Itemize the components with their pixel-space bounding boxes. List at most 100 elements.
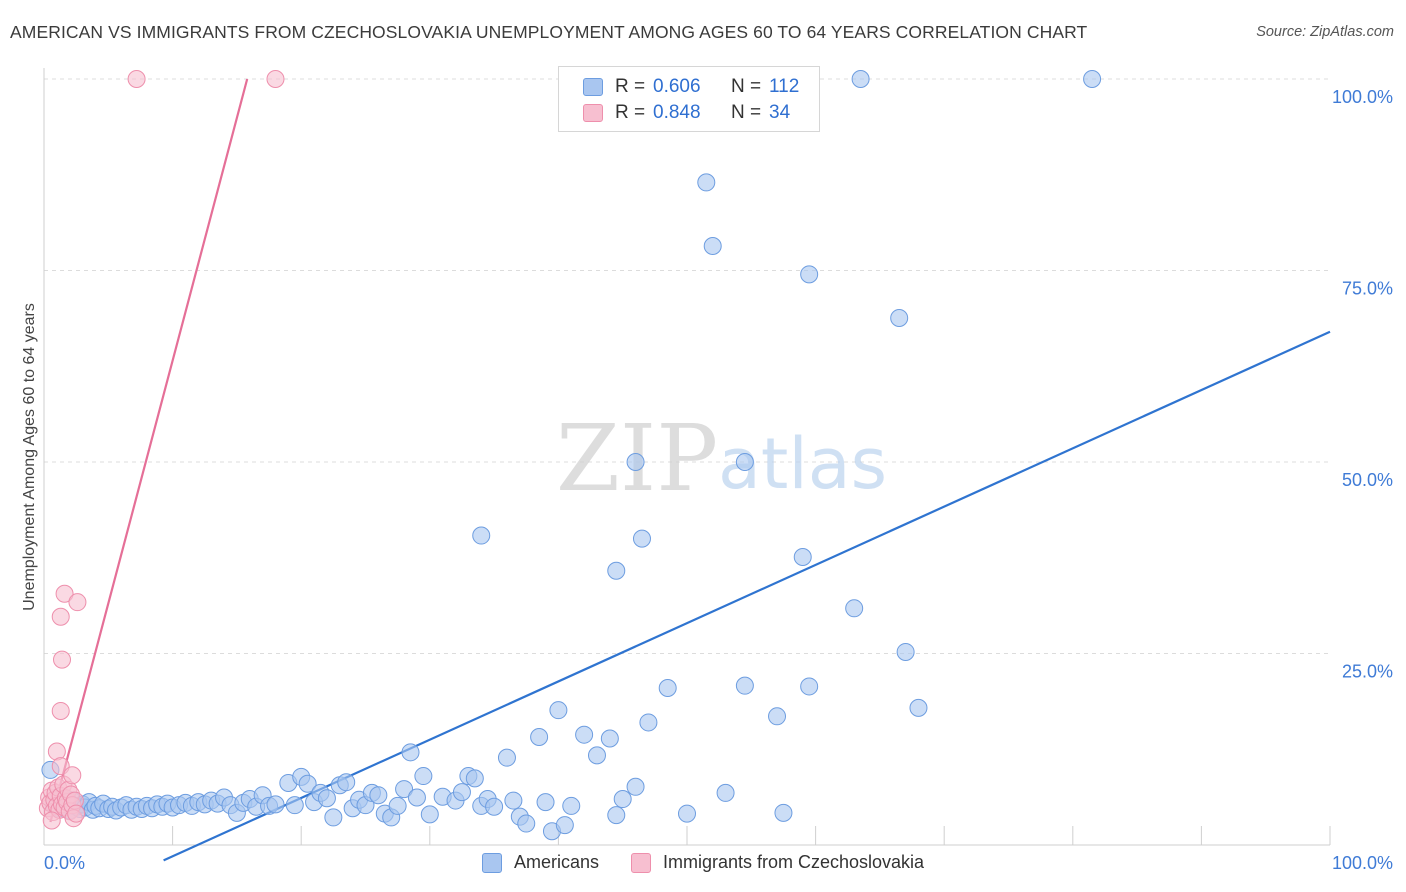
legend-row-americans: R = 0.606 N = 112 (583, 74, 799, 100)
y-axis-label: Unemployment Among Ages 60 to 64 years (21, 303, 38, 611)
point-americans (555, 816, 574, 835)
source-label: Source: ZipAtlas.com (1256, 24, 1394, 40)
bottom-legend: Americans Immigrants from Czechoslovakia (0, 852, 1406, 873)
legend-n-label: N = (731, 102, 762, 123)
point-americans (530, 727, 549, 746)
point-americans (369, 786, 388, 805)
point-americans (562, 796, 581, 815)
point-americans (317, 789, 336, 808)
y-tick-label: 50.0% (1342, 470, 1393, 490)
point-americans (697, 173, 716, 192)
point-americans (716, 783, 735, 802)
point-americans (285, 796, 304, 815)
legend-swatch-americans (583, 78, 603, 96)
bottom-legend-swatch-americans (481, 852, 502, 873)
point-americans (337, 773, 356, 792)
legend-r-value: 0.848 (653, 102, 701, 123)
point-americans (890, 308, 909, 327)
legend-n-value: 112 (769, 76, 800, 97)
legend-r-label: R = (615, 102, 646, 123)
point-czechoslovakia (51, 701, 70, 720)
point-americans (909, 698, 928, 717)
point-americans (395, 780, 414, 799)
point-czechoslovakia (51, 607, 70, 626)
point-americans (658, 678, 677, 697)
x-tick-label: 100.0% (1332, 853, 1393, 873)
bottom-legend-label: Americans (513, 852, 599, 872)
point-americans (587, 746, 606, 765)
y-tick-label: 100.0% (1332, 87, 1393, 107)
point-americans (407, 788, 426, 807)
data-points (38, 70, 1102, 841)
point-americans (626, 453, 645, 471)
point-czechoslovakia (68, 593, 87, 612)
chart-title: AMERICAN VS IMMIGRANTS FROM CZECHOSLOVAK… (10, 22, 1088, 42)
point-americans (465, 769, 484, 788)
point-americans (266, 795, 285, 814)
legend-n-value: 34 (769, 102, 791, 123)
y-tick-label: 25.0% (1342, 662, 1393, 682)
watermark: ZIP atlas (556, 405, 887, 512)
point-czechoslovakia (266, 70, 285, 88)
trend-line-americans (163, 330, 1331, 862)
legend-box: R = 0.606 N = 112 R = 0.848 N = 34 (558, 66, 820, 132)
bottom-legend-americans: Americans (481, 852, 599, 873)
point-americans (414, 767, 433, 786)
point-americans (324, 808, 343, 827)
point-americans (678, 804, 696, 823)
point-americans (851, 70, 870, 88)
point-americans (607, 806, 626, 825)
point-americans (600, 729, 619, 748)
point-americans (401, 743, 420, 762)
point-americans (420, 805, 439, 824)
point-czechoslovakia (127, 70, 146, 88)
bottom-legend-czechoslovakia: Immigrants from Czechoslovakia (630, 852, 925, 873)
point-americans (504, 791, 523, 810)
point-americans (774, 803, 793, 822)
point-americans (845, 599, 864, 618)
trend-lines (49, 78, 1331, 862)
point-americans (800, 677, 819, 696)
point-americans (607, 561, 626, 580)
axes (43, 68, 1331, 846)
legend-r-value: 0.606 (653, 76, 701, 97)
point-americans (793, 547, 812, 566)
point-americans (536, 793, 555, 812)
point-americans (800, 265, 819, 284)
point-americans (703, 236, 722, 255)
point-americans (485, 797, 504, 816)
legend-n-label: N = (731, 76, 762, 97)
point-czechoslovakia (63, 766, 82, 785)
x-tick-label: 0.0% (44, 853, 85, 873)
trend-line-czechoslovakia (49, 78, 249, 823)
point-americans (517, 814, 536, 833)
point-czechoslovakia (55, 584, 74, 603)
legend-swatch-czechoslovakia (583, 104, 603, 122)
point-americans (575, 725, 594, 744)
legend-row-czechoslovakia: R = 0.848 N = 34 (583, 100, 790, 126)
point-americans (613, 790, 632, 809)
point-americans (639, 713, 658, 732)
legend-r-label: R = (615, 76, 646, 97)
point-americans (768, 707, 787, 726)
point-americans (298, 774, 317, 793)
point-americans (632, 529, 651, 548)
point-americans (1083, 70, 1102, 88)
point-americans (549, 701, 568, 720)
bottom-legend-label: Immigrants from Czechoslovakia (662, 852, 925, 872)
point-americans (896, 642, 915, 661)
point-czechoslovakia (67, 804, 86, 823)
bottom-legend-swatch-czechoslovakia (630, 852, 651, 873)
point-czechoslovakia (53, 650, 72, 669)
point-americans (388, 796, 407, 815)
point-czechoslovakia (42, 811, 61, 830)
point-americans (452, 783, 471, 802)
point-americans (735, 676, 754, 695)
tick-labels: 25.0% 50.0% 75.0% 100.0% 0.0% 100.0% (44, 87, 1393, 873)
point-americans (626, 777, 645, 796)
point-americans (735, 453, 754, 471)
point-americans (472, 526, 491, 545)
grid-lines (44, 78, 1330, 654)
point-americans (497, 748, 516, 767)
